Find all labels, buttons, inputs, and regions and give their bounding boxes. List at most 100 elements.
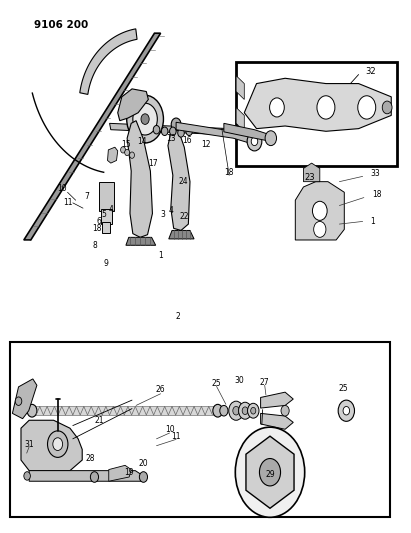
Text: 9106 200: 9106 200	[34, 20, 88, 30]
Polygon shape	[261, 392, 293, 408]
Bar	[236, 62, 397, 166]
Text: 2: 2	[175, 312, 180, 321]
Polygon shape	[109, 465, 131, 481]
Bar	[99, 182, 114, 211]
Circle shape	[247, 132, 262, 151]
Polygon shape	[246, 436, 294, 508]
Circle shape	[186, 127, 192, 135]
Polygon shape	[12, 379, 37, 419]
Circle shape	[213, 405, 223, 417]
Text: 1: 1	[158, 252, 163, 261]
Circle shape	[251, 407, 256, 414]
Text: 23: 23	[304, 173, 315, 182]
Polygon shape	[24, 33, 161, 240]
Text: 16: 16	[182, 136, 192, 145]
Text: 26: 26	[156, 385, 165, 394]
Text: 12: 12	[201, 140, 210, 149]
Polygon shape	[108, 147, 118, 163]
Text: 20: 20	[139, 459, 148, 469]
Bar	[32, 407, 218, 415]
Text: 29: 29	[265, 470, 275, 479]
Polygon shape	[236, 108, 244, 131]
Text: 10: 10	[57, 183, 67, 192]
Text: 14: 14	[137, 138, 147, 147]
Circle shape	[53, 438, 62, 450]
Text: 4: 4	[109, 205, 113, 214]
Circle shape	[48, 431, 68, 457]
Text: 18: 18	[372, 190, 382, 199]
Bar	[102, 222, 110, 233]
Circle shape	[317, 96, 335, 119]
Text: 15: 15	[121, 140, 131, 149]
Polygon shape	[244, 78, 391, 131]
Circle shape	[178, 128, 184, 137]
Text: 19: 19	[124, 468, 134, 477]
Circle shape	[162, 127, 168, 135]
Text: 21: 21	[95, 416, 104, 425]
Circle shape	[15, 397, 22, 406]
Polygon shape	[29, 471, 143, 481]
Text: 27: 27	[260, 377, 270, 386]
Text: 18: 18	[92, 224, 102, 233]
Polygon shape	[236, 76, 244, 100]
Text: 30: 30	[234, 376, 244, 385]
Text: 8: 8	[92, 241, 97, 250]
Circle shape	[133, 103, 157, 135]
Circle shape	[314, 221, 326, 237]
Text: 25: 25	[339, 384, 348, 393]
Text: 1: 1	[370, 217, 375, 226]
Text: 5: 5	[102, 210, 107, 219]
Text: 22: 22	[180, 212, 189, 221]
Circle shape	[343, 407, 350, 415]
Circle shape	[236, 427, 305, 518]
Circle shape	[170, 127, 176, 135]
Polygon shape	[224, 123, 271, 141]
Circle shape	[127, 95, 164, 143]
Text: 13: 13	[166, 134, 175, 143]
Polygon shape	[176, 122, 254, 144]
Circle shape	[220, 406, 228, 416]
Circle shape	[242, 407, 248, 415]
Circle shape	[251, 137, 258, 146]
Polygon shape	[261, 414, 293, 429]
Circle shape	[259, 458, 281, 486]
Text: 4: 4	[169, 206, 173, 215]
Circle shape	[270, 98, 284, 117]
Text: 18: 18	[224, 167, 234, 176]
Text: 11: 11	[171, 432, 181, 441]
Circle shape	[312, 201, 327, 220]
Circle shape	[153, 125, 160, 134]
Bar	[10, 342, 390, 517]
Polygon shape	[303, 163, 320, 182]
Circle shape	[229, 401, 243, 420]
Polygon shape	[169, 230, 194, 239]
Polygon shape	[127, 120, 152, 237]
Text: 10: 10	[165, 425, 174, 434]
Circle shape	[238, 402, 252, 419]
Circle shape	[281, 406, 289, 416]
Text: 28: 28	[85, 454, 95, 463]
Circle shape	[265, 131, 277, 146]
Circle shape	[338, 400, 355, 421]
Bar	[101, 209, 112, 224]
Circle shape	[90, 472, 99, 482]
Polygon shape	[126, 237, 156, 245]
Circle shape	[139, 472, 148, 482]
Circle shape	[125, 149, 129, 156]
Text: 3: 3	[161, 210, 166, 219]
Text: 32: 32	[365, 67, 376, 76]
Circle shape	[24, 472, 30, 480]
Circle shape	[358, 96, 376, 119]
Polygon shape	[80, 29, 137, 94]
Polygon shape	[21, 420, 82, 471]
Text: 6: 6	[97, 217, 102, 226]
Circle shape	[141, 114, 149, 124]
Polygon shape	[296, 182, 344, 240]
Text: 24: 24	[178, 177, 188, 186]
Circle shape	[247, 403, 259, 418]
Text: 9: 9	[103, 260, 108, 268]
Circle shape	[171, 118, 181, 131]
Circle shape	[120, 147, 125, 153]
Circle shape	[27, 405, 37, 417]
Polygon shape	[110, 123, 232, 135]
